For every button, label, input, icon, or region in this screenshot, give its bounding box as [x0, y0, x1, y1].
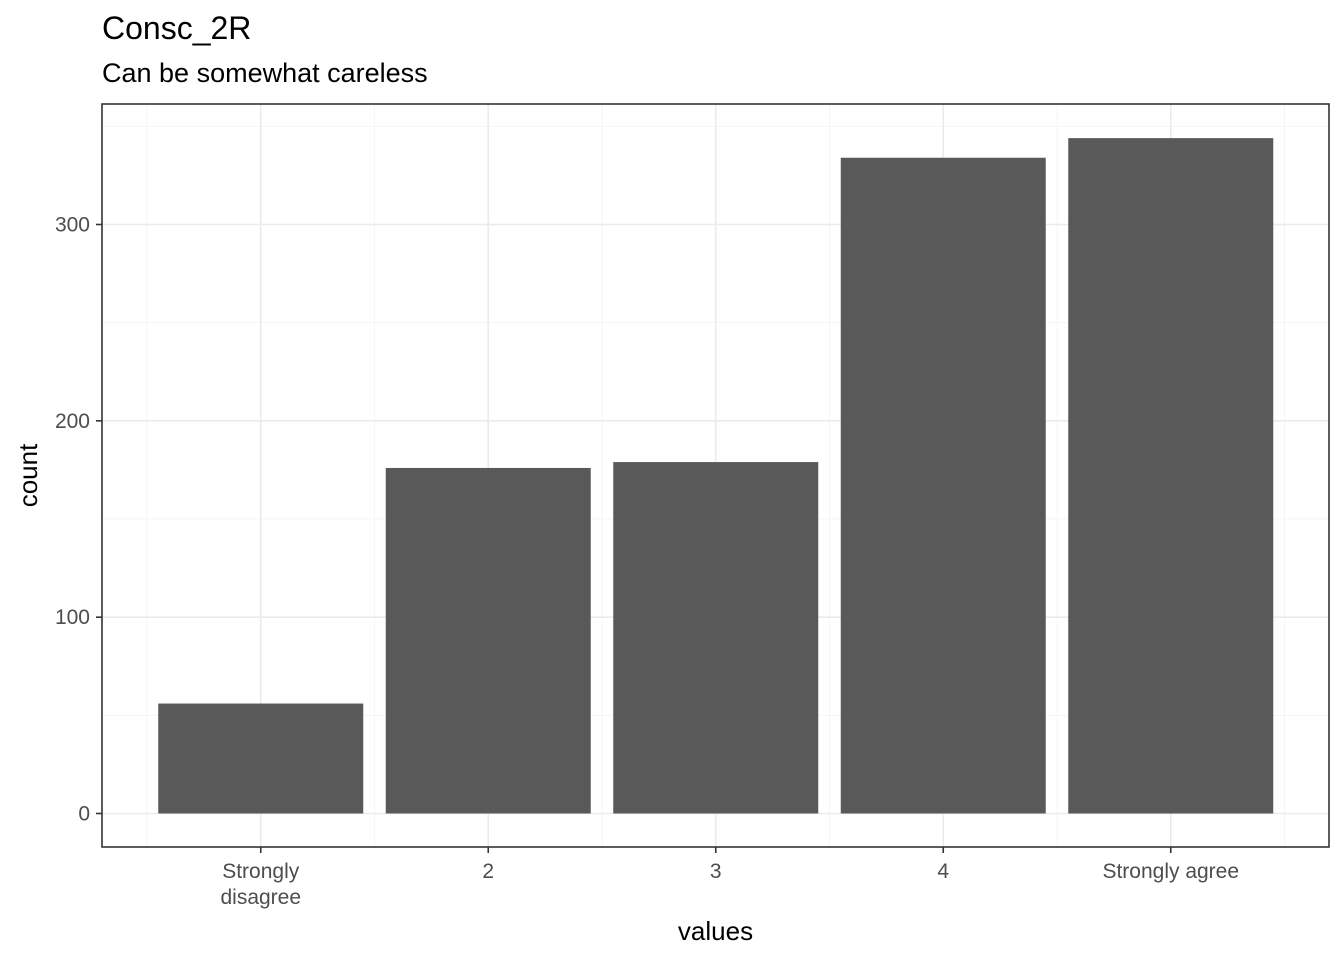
- bar: [158, 703, 364, 814]
- chart-subtitle: Can be somewhat careless: [102, 58, 428, 88]
- bar: [840, 157, 1046, 814]
- bars: [158, 138, 1274, 814]
- x-tick-label-line: Strongly agree: [1102, 860, 1239, 883]
- y-tick-label: 200: [55, 410, 90, 433]
- y-tick-label: 0: [78, 803, 90, 826]
- x-tick-label-line: 4: [937, 860, 949, 883]
- bar: [385, 467, 591, 814]
- chart-title: Consc_2R: [102, 10, 252, 46]
- x-tick-label: Strongly agree: [1102, 860, 1239, 883]
- bar: [613, 462, 819, 814]
- x-tick-label: 3: [710, 860, 722, 883]
- y-axis-title: count: [13, 443, 43, 507]
- x-tick-label-line: 2: [482, 860, 494, 883]
- x-tick-label: 2: [482, 860, 494, 883]
- bar: [1068, 138, 1274, 814]
- x-tick-label-line: disagree: [220, 886, 301, 909]
- x-tick-label-line: Strongly: [222, 860, 300, 883]
- x-tick-label: 4: [937, 860, 949, 883]
- x-axis: Strongly disagree 2 3 4 Strongly agree: [220, 847, 1239, 909]
- x-tick-label-line: 3: [710, 860, 722, 883]
- y-tick-label: 100: [55, 606, 90, 629]
- x-axis-title: values: [678, 916, 753, 946]
- y-axis: 0 100 200 300: [55, 214, 102, 826]
- y-tick-label: 300: [55, 214, 90, 237]
- x-tick-label: Strongly disagree: [220, 860, 301, 909]
